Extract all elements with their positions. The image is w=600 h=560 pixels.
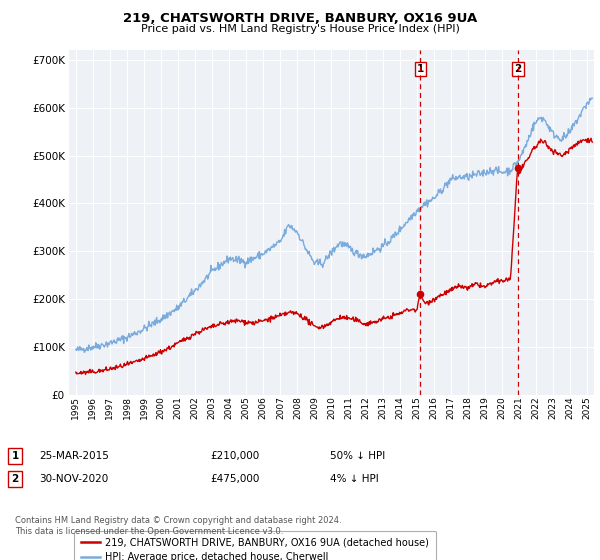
Text: This data is licensed under the Open Government Licence v3.0.: This data is licensed under the Open Gov… [15, 528, 283, 536]
Text: 30-NOV-2020: 30-NOV-2020 [39, 474, 108, 484]
Text: 2: 2 [11, 474, 19, 484]
Text: £210,000: £210,000 [210, 451, 259, 461]
Text: 25-MAR-2015: 25-MAR-2015 [39, 451, 109, 461]
Text: 1: 1 [417, 64, 424, 74]
Text: Price paid vs. HM Land Registry's House Price Index (HPI): Price paid vs. HM Land Registry's House … [140, 24, 460, 34]
Text: 4% ↓ HPI: 4% ↓ HPI [330, 474, 379, 484]
Point [416, 290, 425, 299]
Text: 219, CHATSWORTH DRIVE, BANBURY, OX16 9UA: 219, CHATSWORTH DRIVE, BANBURY, OX16 9UA [123, 12, 477, 25]
Text: Contains HM Land Registry data © Crown copyright and database right 2024.: Contains HM Land Registry data © Crown c… [15, 516, 341, 525]
Point [513, 163, 523, 172]
Text: 1: 1 [11, 451, 19, 461]
Text: 2: 2 [514, 64, 521, 74]
Text: £475,000: £475,000 [210, 474, 259, 484]
Text: 50% ↓ HPI: 50% ↓ HPI [330, 451, 385, 461]
Legend: 219, CHATSWORTH DRIVE, BANBURY, OX16 9UA (detached house), HPI: Average price, d: 219, CHATSWORTH DRIVE, BANBURY, OX16 9UA… [74, 530, 436, 560]
